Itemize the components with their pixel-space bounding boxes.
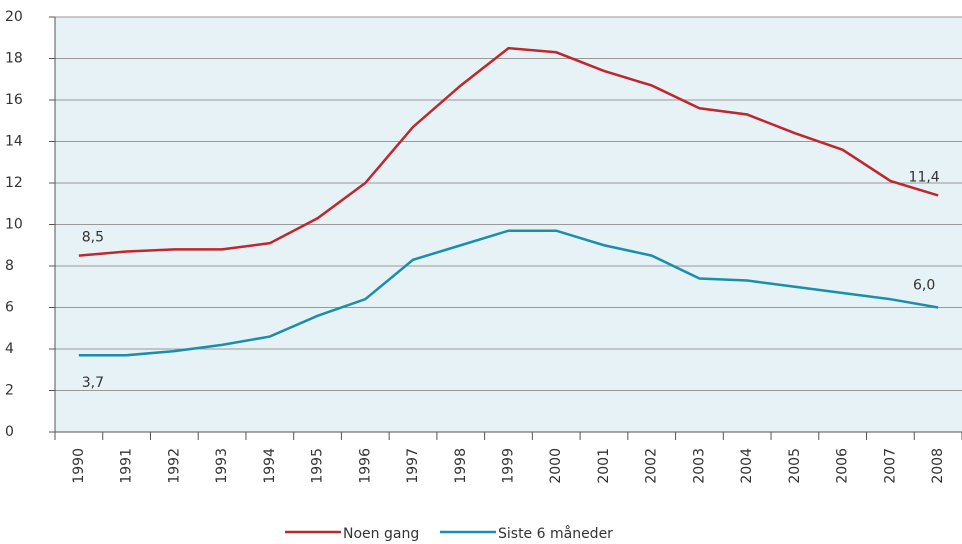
y-tick-label: 2: [5, 383, 14, 399]
y-tick-label: 14: [5, 134, 23, 150]
data-label: 3,7: [82, 375, 104, 391]
x-tick-label: 2003: [691, 448, 707, 484]
y-tick-label: 20: [5, 9, 23, 25]
x-tick-label: 1998: [453, 448, 469, 484]
x-tick-label: 2008: [930, 448, 946, 484]
x-tick-label: 1994: [262, 448, 278, 484]
x-tick-label: 1992: [166, 448, 182, 484]
x-tick-label: 2007: [882, 448, 898, 484]
x-tick-label: 1991: [119, 448, 135, 484]
x-tick-label: 1996: [357, 448, 373, 484]
series-line: [78, 229, 939, 357]
x-tick-label: 1995: [310, 448, 326, 484]
y-tick-label: 18: [5, 51, 23, 67]
y-tick-label: 6: [5, 300, 14, 316]
data-label: 11,4: [909, 169, 940, 185]
x-tick-label: 2002: [644, 448, 660, 484]
x-tick-label: 1997: [405, 448, 421, 484]
x-tick-label: 1993: [214, 448, 230, 484]
y-tick-label: 4: [5, 341, 14, 357]
data-label: 8,5: [82, 230, 104, 246]
x-tick-label: 2005: [787, 448, 803, 484]
y-tick-label: 10: [5, 217, 23, 233]
y-tick-label: 16: [5, 92, 23, 108]
x-tick-label: 2004: [739, 448, 755, 484]
series-line: [78, 46, 939, 257]
y-tick-label: 12: [5, 175, 23, 191]
x-tick-label: 2006: [835, 448, 851, 484]
y-tick-label: 0: [5, 424, 14, 440]
legend-label: Siste 6 måneder: [498, 525, 613, 542]
x-tick-label: 2001: [596, 448, 612, 484]
x-tick-label: 2000: [548, 448, 564, 484]
y-tick-label: 8: [5, 258, 14, 274]
legend-label: Noen gang: [343, 526, 419, 542]
x-tick-label: 1990: [71, 448, 87, 484]
data-label: 6,0: [913, 278, 935, 294]
x-tick-label: 1999: [501, 448, 517, 484]
